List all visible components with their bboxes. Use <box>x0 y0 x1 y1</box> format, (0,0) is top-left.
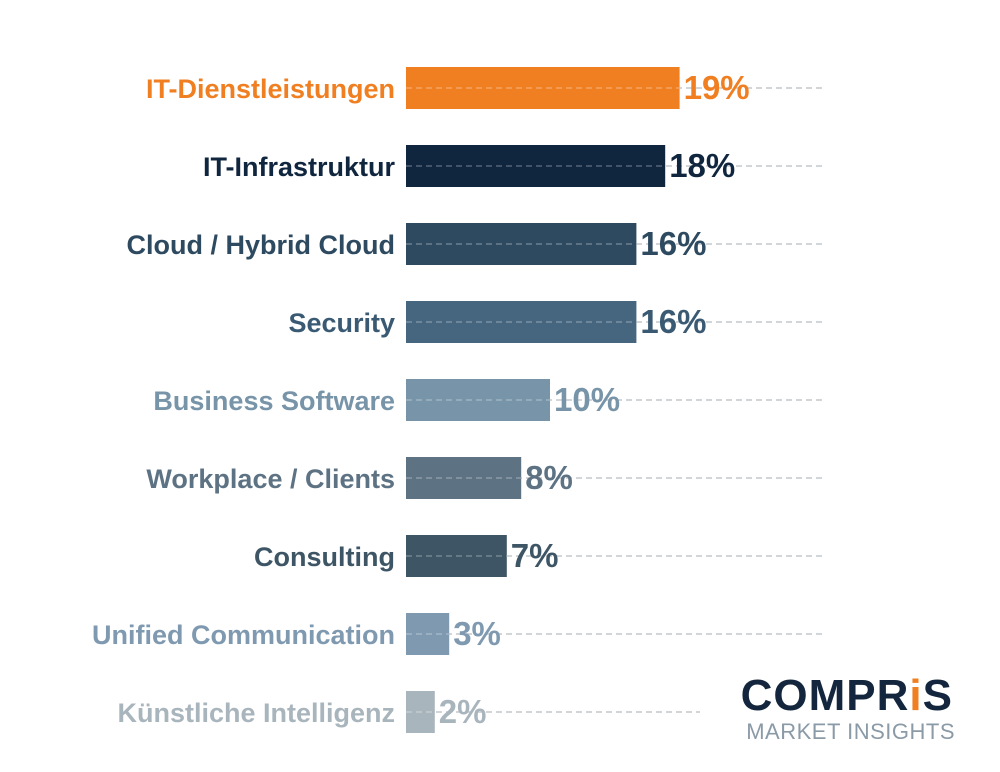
category-label-workplace-clients: Workplace / Clients <box>146 464 395 494</box>
bar-consulting <box>406 535 507 577</box>
value-labels: 19% 18% 16% 16% 10% 8% 7% 3% 2% <box>439 69 750 730</box>
bar-cloud-hybrid-cloud <box>406 223 637 265</box>
bar-kunstliche-intelligenz <box>406 691 435 733</box>
logo-letters: COMPR <box>741 671 910 720</box>
logo-accent-letter: i <box>909 671 922 720</box>
value-label-cloud-hybrid-cloud: 16% <box>640 225 706 262</box>
value-label-it-dienstleistungen: 19% <box>684 69 750 106</box>
logo-letters: S <box>923 671 953 720</box>
bars <box>406 67 680 733</box>
value-label-consulting: 7% <box>511 537 559 574</box>
category-label-it-infrastruktur: IT-Infrastruktur <box>203 152 396 182</box>
bar-it-dienstleistungen <box>406 67 680 109</box>
category-label-consulting: Consulting <box>254 542 395 572</box>
category-labels: IT-Dienstleistungen IT-Infrastruktur Cloud… <box>92 74 395 728</box>
bar-it-infrastruktur <box>406 145 666 187</box>
category-label-security: Security <box>288 308 395 338</box>
category-label-kunstliche-intelligenz: Künstliche Intelligenz <box>117 698 395 728</box>
logo-subtitle: MARKET INSIGHTS <box>746 719 955 744</box>
category-label-cloud-hybrid-cloud: Cloud / Hybrid Cloud <box>127 230 395 260</box>
value-label-kunstliche-intelligenz: 2% <box>439 693 487 730</box>
category-label-business-software: Business Software <box>153 386 395 416</box>
value-label-unified-communication: 3% <box>453 615 501 652</box>
bar-workplace-clients <box>406 457 522 499</box>
value-label-workplace-clients: 8% <box>525 459 573 496</box>
category-label-it-dienstleistungen: IT-Dienstleistungen <box>146 74 395 104</box>
value-label-it-infrastruktur: 18% <box>669 147 735 184</box>
bar-security <box>406 301 637 343</box>
compris-logo: COMPRiS MARKET INSIGHTS <box>741 671 955 744</box>
bar-unified-communication <box>406 613 450 655</box>
logo-wordmark: COMPRiS <box>741 671 953 720</box>
category-label-unified-communication: Unified Communication <box>92 620 395 650</box>
value-label-security: 16% <box>640 303 706 340</box>
bar-business-software <box>406 379 550 421</box>
value-label-business-software: 10% <box>554 381 620 418</box>
